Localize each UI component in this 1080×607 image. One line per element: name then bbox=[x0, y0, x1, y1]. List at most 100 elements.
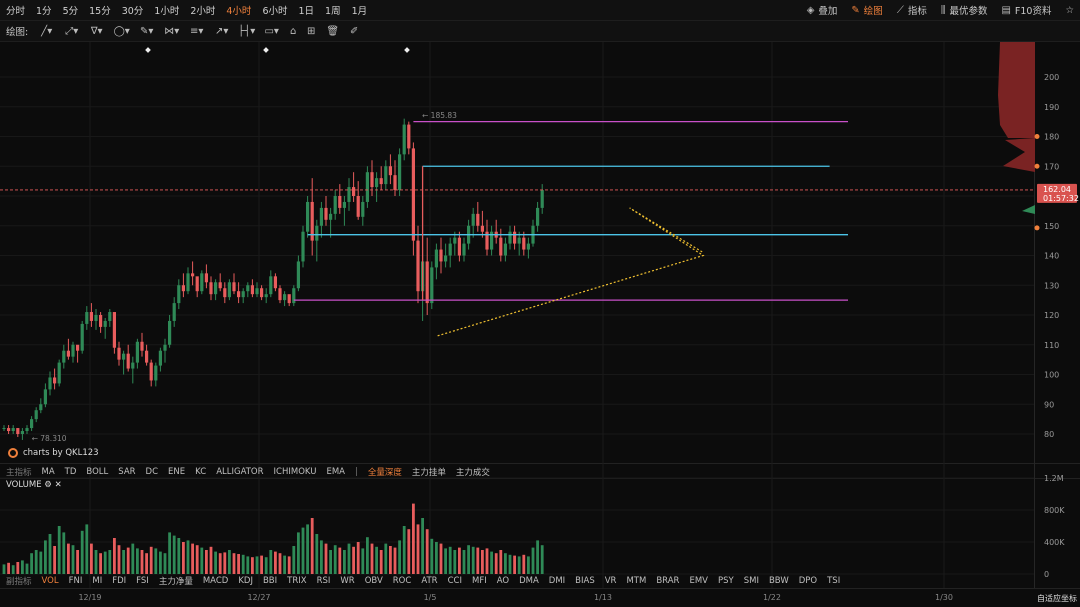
indicator-boll[interactable]: BOLL bbox=[86, 467, 109, 477]
timeframe-8[interactable]: 6小时 bbox=[262, 6, 288, 17]
indicator-mtm[interactable]: MTM bbox=[626, 576, 647, 586]
indicator-smi[interactable]: SMI bbox=[743, 576, 759, 586]
magnet-tool-icon[interactable]: ⌂ bbox=[290, 25, 297, 37]
timeframe-10[interactable]: 1周 bbox=[325, 6, 341, 17]
indicator-dma[interactable]: DMA bbox=[519, 576, 539, 586]
candle-body bbox=[71, 344, 75, 357]
top-tool-3[interactable]: ⫼ 最优参数 bbox=[941, 3, 988, 18]
indicator-fdi[interactable]: FDI bbox=[112, 576, 127, 586]
timeframe-9[interactable]: 1日 bbox=[298, 6, 315, 17]
volume-bar bbox=[90, 543, 93, 574]
volume-bar bbox=[513, 555, 516, 574]
indicator-kdj[interactable]: KDJ bbox=[238, 576, 253, 586]
indicator-psy[interactable]: PSY bbox=[718, 576, 734, 586]
timeframe-2[interactable]: 5分 bbox=[62, 6, 79, 17]
indicator-atr[interactable]: ATR bbox=[421, 576, 438, 586]
indicator-ene[interactable]: ENE bbox=[168, 467, 186, 477]
candle-body bbox=[145, 350, 149, 363]
indicator-sar[interactable]: SAR bbox=[118, 467, 136, 477]
indicator-brar[interactable]: BRAR bbox=[656, 576, 680, 586]
indicator-vol[interactable]: VOL bbox=[41, 576, 59, 586]
lock-tool-icon[interactable]: ⊞ bbox=[307, 25, 316, 37]
comment-tool-icon[interactable]: ▭▾ bbox=[264, 25, 279, 37]
indicator-mi[interactable]: MI bbox=[92, 576, 103, 586]
text-tool-icon[interactable]: ≡▾ bbox=[190, 25, 204, 37]
timeframe-7[interactable]: 4小时 bbox=[226, 6, 252, 17]
clear-tool-icon[interactable]: ✐ bbox=[350, 25, 359, 37]
volume-tick-label: 1.2M bbox=[1044, 474, 1064, 483]
indicator-ema[interactable]: EMA bbox=[326, 467, 345, 477]
top-tool-1[interactable]: ✎ 绘图 bbox=[851, 3, 882, 18]
autofit-toggle[interactable]: 自适应坐标 bbox=[1037, 594, 1077, 603]
indicator-bbw[interactable]: BBW bbox=[768, 576, 789, 586]
timeframe-6[interactable]: 2小时 bbox=[190, 6, 216, 17]
indicator-主力净量[interactable]: 主力净量 bbox=[158, 577, 193, 587]
timeframe-1[interactable]: 1分 bbox=[36, 6, 52, 17]
indicator-td[interactable]: TD bbox=[64, 467, 77, 477]
measure-tool-icon[interactable]: ├┤▾ bbox=[238, 25, 256, 37]
arrow-tool-icon[interactable]: ↗▾ bbox=[215, 25, 229, 37]
candle-body bbox=[20, 431, 24, 434]
indicator-fni[interactable]: FNI bbox=[68, 576, 83, 586]
settings-icon[interactable]: ⚙ bbox=[44, 480, 52, 490]
volume-bar bbox=[315, 534, 319, 574]
indicator-emv[interactable]: EMV bbox=[689, 576, 708, 586]
top-tool-0[interactable]: ◈ 叠加 bbox=[807, 3, 838, 18]
indicator-kc[interactable]: KC bbox=[195, 467, 207, 477]
line-tool-icon[interactable]: ╱▾ bbox=[41, 25, 53, 37]
indicator-dpo[interactable]: DPO bbox=[798, 576, 818, 586]
volume-bar bbox=[338, 547, 342, 574]
indicator-macd[interactable]: MACD bbox=[202, 576, 229, 586]
top-tool-2[interactable]: ⟋ 指标 bbox=[897, 3, 927, 18]
indicator-bias[interactable]: BIAS bbox=[575, 576, 595, 586]
indicator-tsi[interactable]: TSI bbox=[827, 576, 841, 586]
brush-tool-icon[interactable]: ✎▾ bbox=[140, 25, 154, 37]
volume-bar bbox=[182, 542, 185, 574]
indicator-ma[interactable]: MA bbox=[41, 467, 55, 477]
pattern-tool-icon[interactable]: ⋈▾ bbox=[164, 25, 180, 37]
candle-body bbox=[7, 428, 11, 432]
indicator-vr[interactable]: VR bbox=[604, 576, 617, 586]
fib-tool-icon[interactable]: ∇▾ bbox=[90, 25, 103, 37]
timeframe-11[interactable]: 1月 bbox=[351, 6, 368, 17]
indicator-ao[interactable]: AO bbox=[496, 576, 510, 586]
candle-body bbox=[204, 273, 208, 283]
favorite-star-icon[interactable]: ☆ bbox=[1065, 4, 1074, 16]
timeframe-3[interactable]: 15分 bbox=[89, 6, 111, 17]
candle-body bbox=[462, 243, 466, 256]
close-icon[interactable]: ✕ bbox=[54, 480, 62, 490]
indicator-bbi[interactable]: BBI bbox=[262, 576, 278, 586]
indicator-alligator[interactable]: ALLIGATOR bbox=[216, 467, 264, 477]
indicator-rsi[interactable]: RSI bbox=[316, 576, 331, 586]
current-price-badge bbox=[1037, 183, 1077, 203]
indicator-dmi[interactable]: DMI bbox=[548, 576, 566, 586]
volume-bar bbox=[228, 550, 231, 574]
shape-tool-icon[interactable]: ◯▾ bbox=[113, 25, 130, 37]
volume-bar bbox=[80, 530, 84, 574]
indicator-dc[interactable]: DC bbox=[145, 467, 159, 477]
indicator-fsi[interactable]: FSI bbox=[136, 576, 149, 586]
candle-body bbox=[347, 187, 351, 202]
indicator-ichimoku[interactable]: ICHIMOKU bbox=[273, 467, 317, 477]
segment-tool-icon[interactable]: ⤢▾ bbox=[65, 25, 79, 37]
volume-bar bbox=[297, 532, 300, 574]
indicator-mfi[interactable]: MFI bbox=[471, 576, 487, 586]
timeframe-5[interactable]: 1小时 bbox=[154, 6, 180, 17]
indicator-trix[interactable]: TRIX bbox=[287, 576, 307, 586]
top-tool-4[interactable]: ▤ F10资料 bbox=[1001, 3, 1051, 18]
indicator-obv[interactable]: OBV bbox=[364, 576, 383, 586]
indicator-roc[interactable]: ROC bbox=[392, 576, 412, 586]
extra-indicator-2[interactable]: 主力成交 bbox=[455, 468, 490, 478]
indicator-cci[interactable]: CCI bbox=[447, 576, 462, 586]
timeframe-0[interactable]: 分时 bbox=[6, 6, 26, 17]
candle-body bbox=[370, 172, 374, 188]
extra-indicator-1[interactable]: 主力挂单 bbox=[411, 468, 446, 478]
extra-indicator-0[interactable]: 全量深度 bbox=[367, 468, 402, 478]
delete-tool-icon[interactable]: 🗑 bbox=[326, 25, 340, 37]
indicator-wr[interactable]: WR bbox=[340, 576, 355, 586]
volume-bar bbox=[485, 548, 489, 574]
candle-body bbox=[200, 273, 204, 292]
timeframe-4[interactable]: 30分 bbox=[121, 6, 144, 17]
candle-body bbox=[287, 294, 291, 304]
chart-area[interactable]: 12/1912/271/51/131/221/30200190180170160… bbox=[0, 42, 1080, 607]
